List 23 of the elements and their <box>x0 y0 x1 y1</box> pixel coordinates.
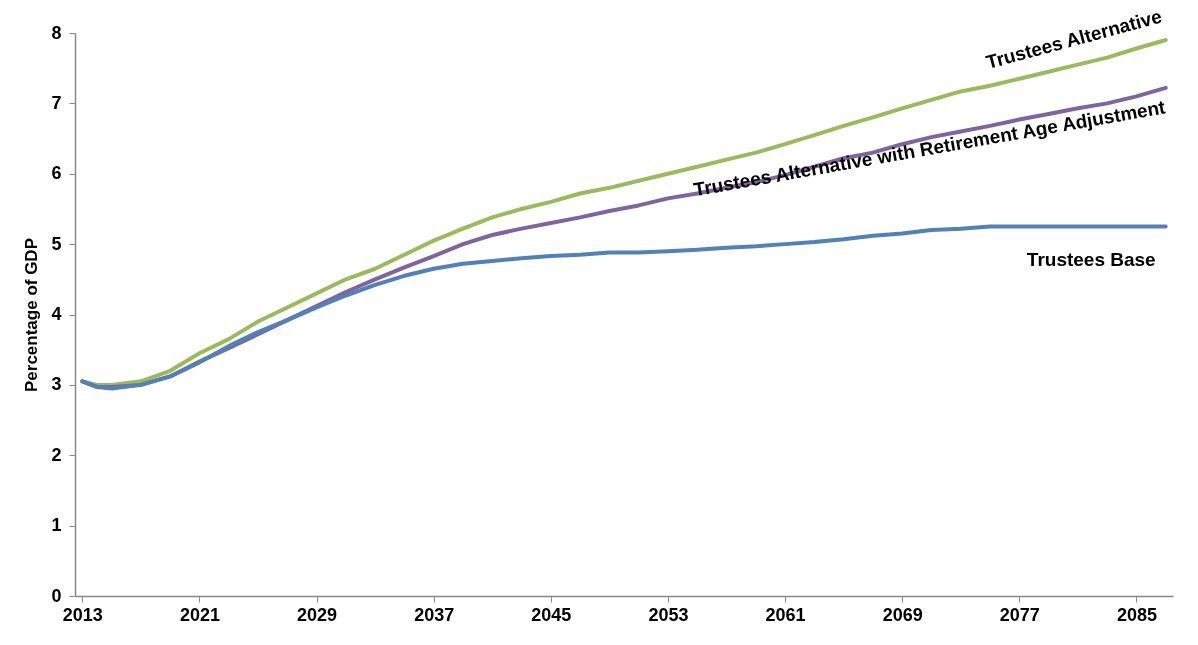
x-tick-label: 2013 <box>62 604 103 625</box>
y-axis-title: Percentage of GDP <box>22 238 42 392</box>
y-tick-label: 2 <box>51 444 62 465</box>
y-tick-label: 3 <box>51 374 62 395</box>
line-series <box>80 224 1168 391</box>
y-tick-label: 6 <box>51 163 62 184</box>
series-label: Trustees Base <box>1026 248 1156 270</box>
x-tick-label: 2077 <box>999 604 1040 625</box>
x-tick-label: 2053 <box>648 604 689 625</box>
y-tick-label: 7 <box>51 92 62 113</box>
x-tick-label: 2029 <box>297 604 338 625</box>
x-tick-label: 2061 <box>765 604 806 625</box>
x-tick-label: 2021 <box>179 604 220 625</box>
x-tick-label: 2069 <box>882 604 923 625</box>
y-tick-label: 8 <box>51 22 62 43</box>
y-tick-label: 0 <box>51 585 62 606</box>
x-tick-label: 2037 <box>414 604 455 625</box>
x-tick-label: 2045 <box>531 604 572 625</box>
x-tick-label: 2085 <box>1116 604 1157 625</box>
text: Trustees Alternative with Retirement Age Adjustment <box>692 96 1168 201</box>
y-tick-label: 5 <box>51 233 62 254</box>
y-tick-label: 1 <box>51 515 62 536</box>
y-tick-label: 4 <box>51 304 62 324</box>
